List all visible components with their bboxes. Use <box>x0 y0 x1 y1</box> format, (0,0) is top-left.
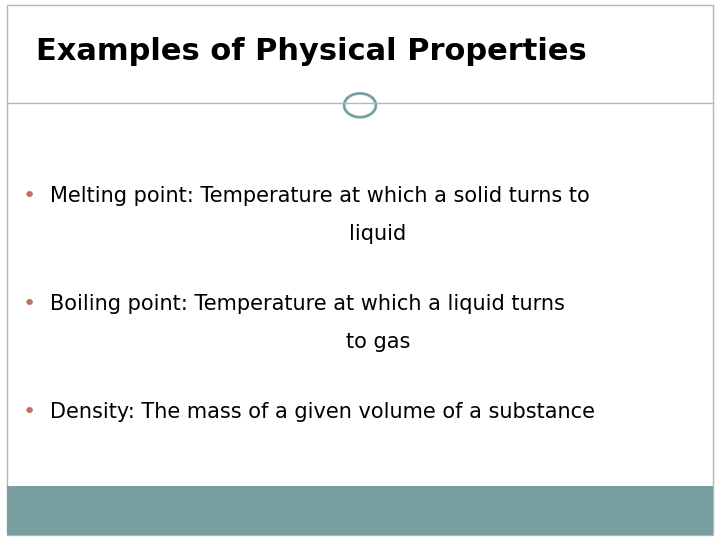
Text: •: • <box>22 402 35 422</box>
Text: Density: The mass of a given volume of a substance: Density: The mass of a given volume of a… <box>50 402 595 422</box>
Text: •: • <box>22 294 35 314</box>
Text: Boiling point: Temperature at which a liquid turns: Boiling point: Temperature at which a li… <box>50 294 565 314</box>
Text: Melting point: Temperature at which a solid turns to: Melting point: Temperature at which a so… <box>50 186 590 206</box>
Text: Examples of Physical Properties: Examples of Physical Properties <box>36 37 587 66</box>
Text: liquid: liquid <box>349 224 407 244</box>
Text: •: • <box>22 186 35 206</box>
Text: to gas: to gas <box>346 332 410 352</box>
FancyBboxPatch shape <box>7 486 713 535</box>
